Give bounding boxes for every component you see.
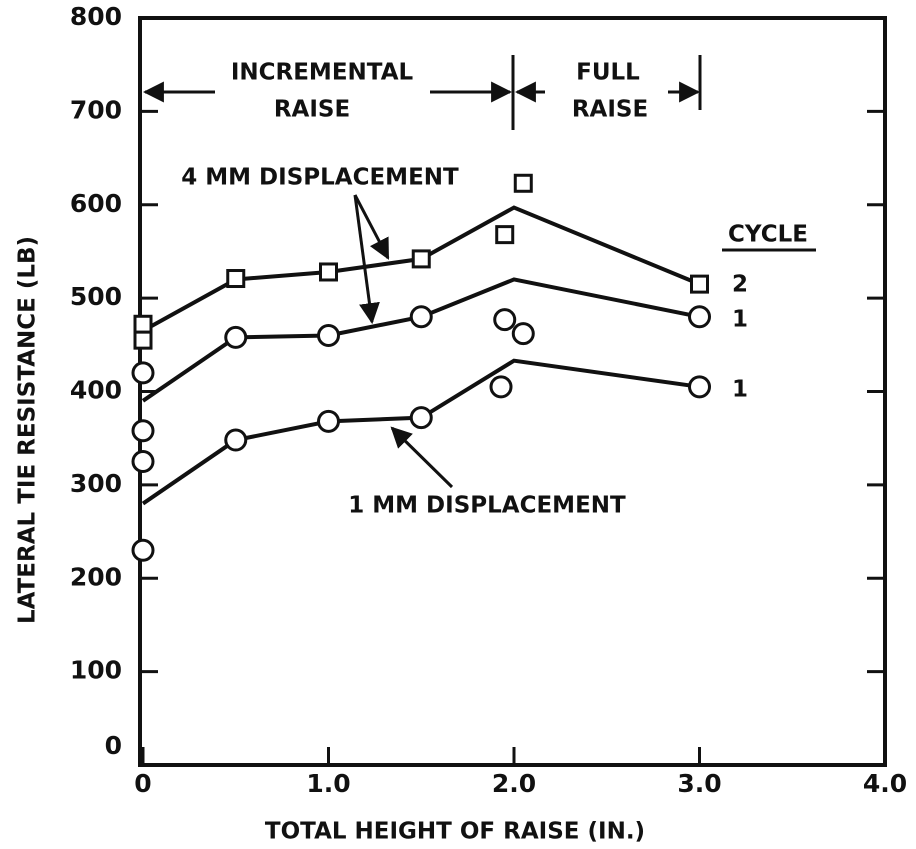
annotation: 1 (732, 307, 748, 333)
annotation-arrows (142, 55, 816, 489)
circle-marker (131, 419, 155, 443)
fit-line (141, 277, 700, 403)
circle-marker (688, 375, 711, 399)
circle-marker (224, 325, 248, 349)
circle-marker (224, 428, 248, 452)
annotation: 4 MM DISPLACEMENT (181, 165, 459, 191)
x-axis-label: TOTAL HEIGHT OF RAISE (IN.) (265, 819, 645, 845)
y-tick-label: 600 (70, 189, 122, 218)
y-tick-label: 100 (70, 656, 122, 685)
circle-marker (409, 305, 433, 329)
circle-marker (489, 375, 513, 399)
annotation: RAISE (274, 97, 350, 123)
square-marker (411, 249, 431, 269)
y-tick-label: 0 (105, 731, 122, 760)
y-tick-label: 200 (70, 562, 122, 591)
annotation: FULL (576, 60, 640, 86)
annotation: 2 (732, 272, 748, 298)
y-axis-label: LATERAL TIE RESISTANCE (LB) (15, 236, 41, 624)
square-marker (133, 330, 153, 350)
annotation: CYCLE (728, 222, 808, 248)
y-tick-label: 800 (70, 2, 122, 31)
x-tick-label: 2.0 (492, 769, 536, 798)
annotation: 1 (732, 377, 748, 403)
fit-line (142, 205, 701, 333)
square-marker (513, 173, 533, 193)
x-tick-label: 1.0 (306, 769, 350, 798)
square-marker (690, 274, 709, 294)
fit-line (141, 358, 700, 506)
x-tick-label: 0 (134, 769, 151, 798)
circle-marker (131, 538, 155, 562)
circle-marker (511, 322, 535, 346)
circle-marker (409, 406, 433, 430)
circle-marker (317, 409, 340, 433)
annotation: RAISE (572, 97, 648, 123)
square-marker (319, 262, 338, 282)
annotation: INCREMENTAL (231, 60, 414, 86)
y-tick-label: 500 (70, 282, 122, 311)
square-marker (226, 269, 246, 289)
circle-marker (317, 323, 340, 347)
plot-frame (138, 16, 887, 767)
square-marker (495, 225, 515, 245)
y-tick-label: 400 (70, 376, 122, 405)
circle-marker (493, 308, 517, 332)
circle-marker (688, 305, 711, 329)
x-tick-label: 4.0 (863, 769, 907, 798)
circle-marker (131, 450, 155, 474)
y-tick-label: 300 (70, 469, 122, 498)
y-tick-label: 700 (70, 95, 122, 124)
circle-marker (131, 361, 155, 385)
square-marker (133, 314, 153, 334)
annotation: 1 MM DISPLACEMENT (348, 493, 626, 519)
x-tick-label: 3.0 (677, 769, 721, 798)
